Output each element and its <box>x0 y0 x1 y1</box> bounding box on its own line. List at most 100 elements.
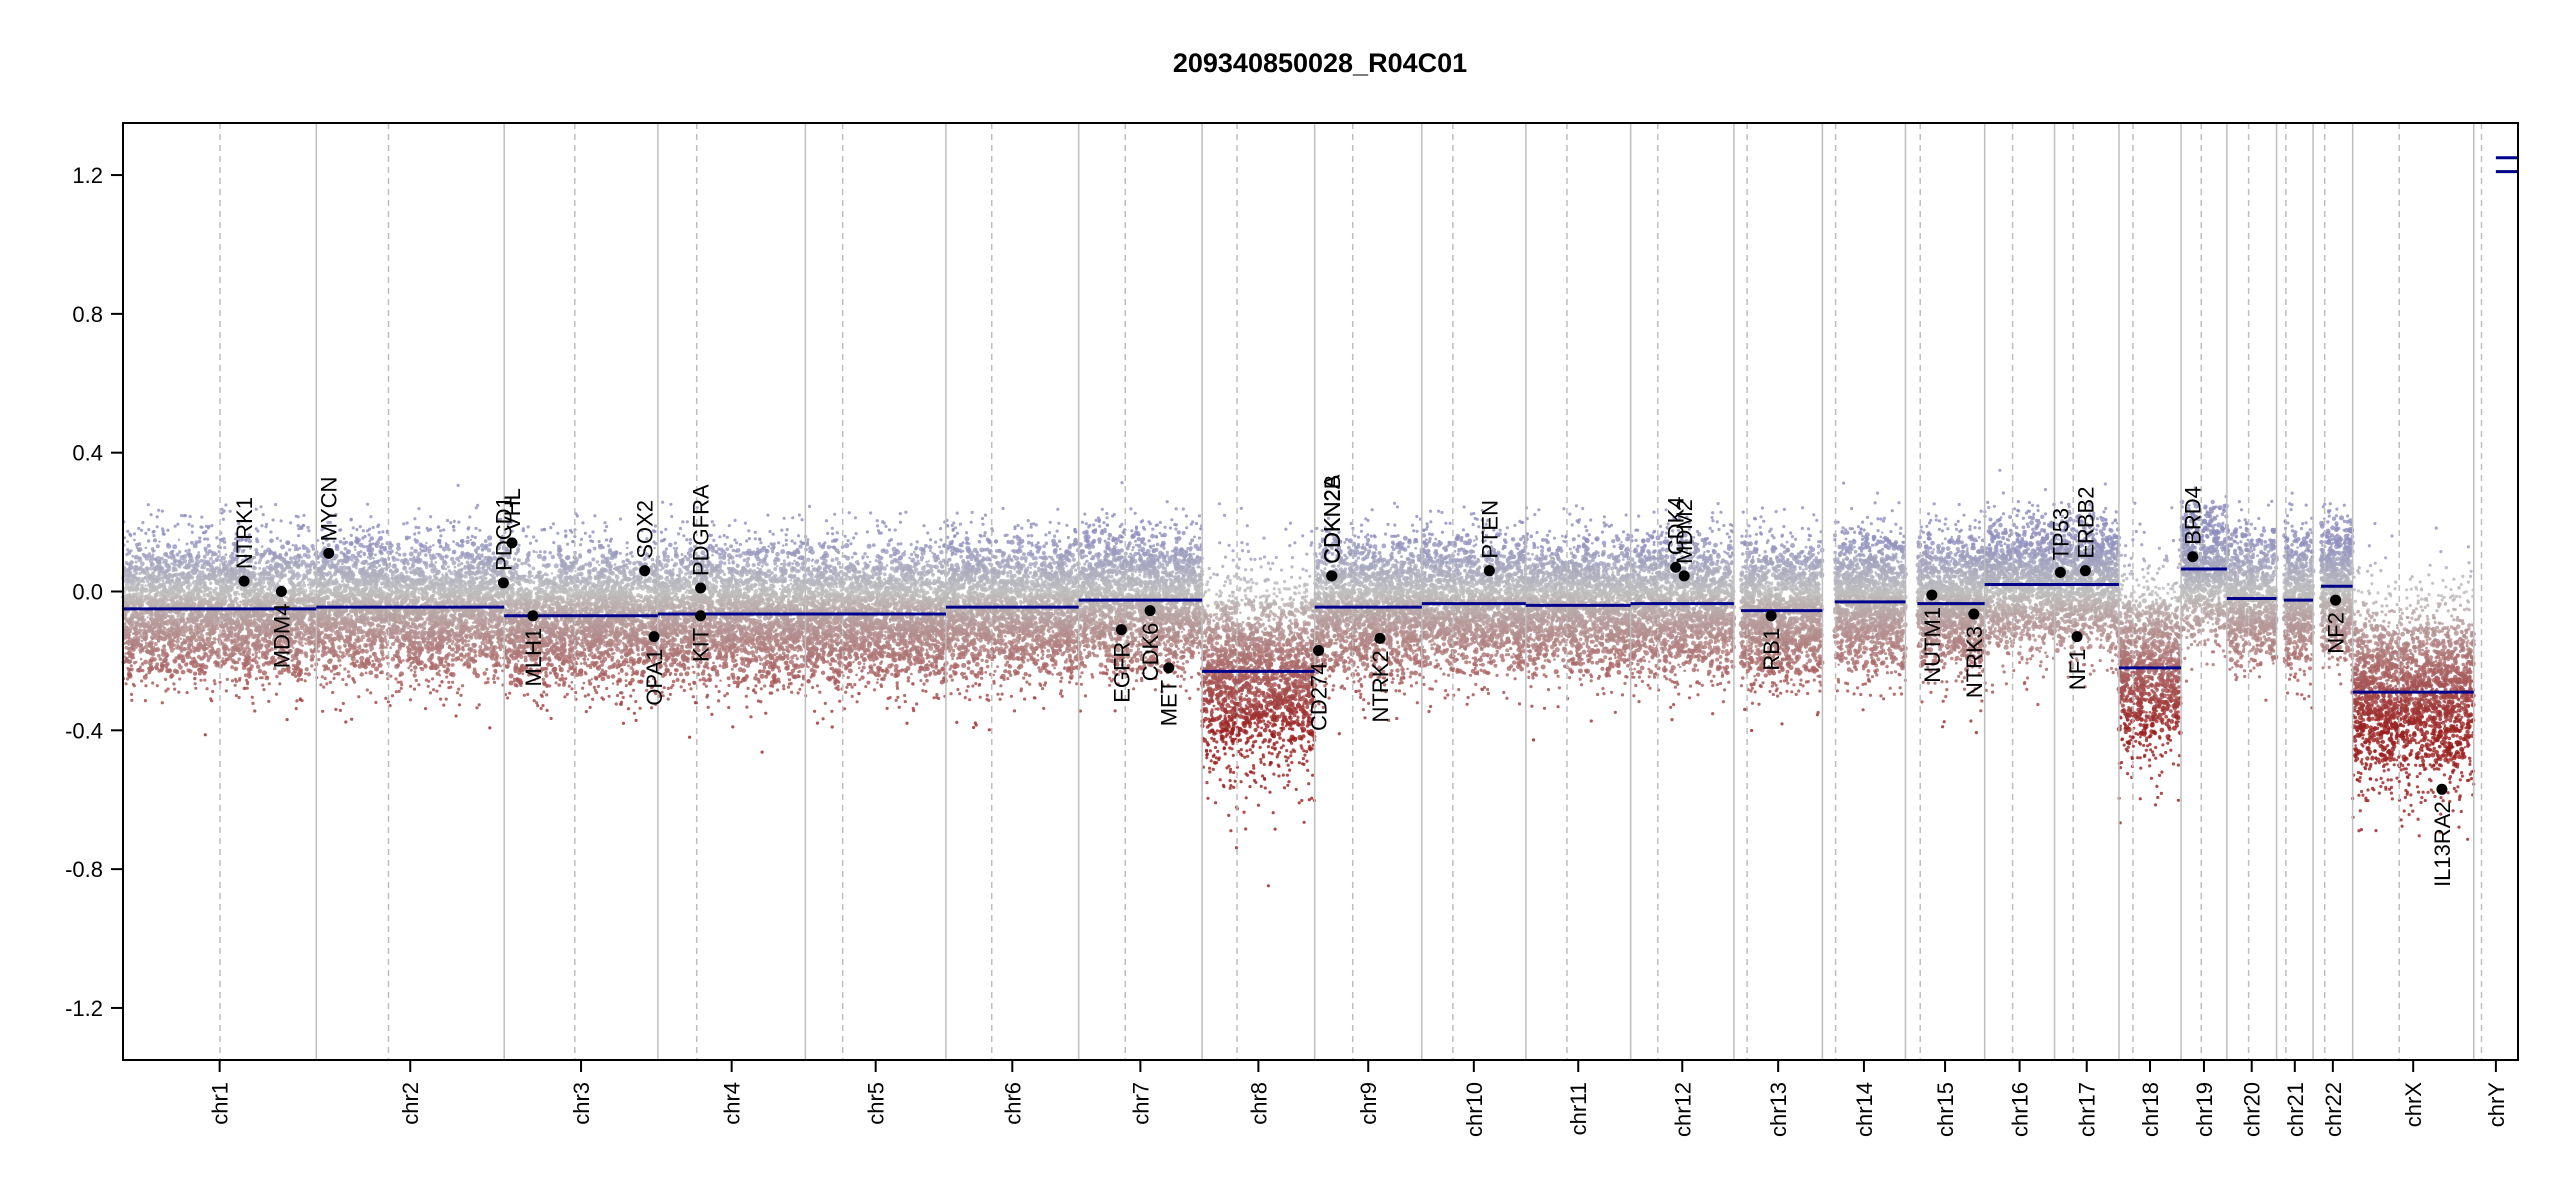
probe-point <box>307 672 311 676</box>
probe-point <box>153 538 157 542</box>
probe-point <box>211 554 214 557</box>
probe-point <box>308 564 312 568</box>
probe-point <box>234 667 239 672</box>
probe-point <box>236 602 239 605</box>
probe-point <box>312 547 315 550</box>
probe-point <box>251 696 254 699</box>
probe-point <box>141 521 144 524</box>
probe-point <box>190 635 193 638</box>
probe-point <box>140 529 143 532</box>
probe-point <box>193 677 196 680</box>
probe-point <box>162 660 165 663</box>
probe-point <box>252 582 256 586</box>
probe-point <box>140 679 143 682</box>
probe-point <box>159 657 163 661</box>
probe-point <box>165 662 169 666</box>
probe-point <box>146 554 148 556</box>
probe-point <box>198 540 202 544</box>
probe-point <box>269 539 274 544</box>
probe-points-layer <box>121 469 2476 888</box>
probe-point <box>286 596 288 598</box>
probe-point <box>141 640 144 643</box>
probe-point <box>130 664 133 667</box>
probe-point <box>266 588 269 591</box>
probe-point <box>184 550 187 553</box>
probe-point <box>305 667 309 671</box>
probe-point <box>299 697 302 700</box>
probe-point <box>310 664 313 667</box>
probe-point <box>206 538 209 541</box>
probe-point <box>275 693 278 696</box>
probe-point <box>173 603 177 607</box>
probe-point <box>206 647 209 650</box>
probe-point <box>131 555 134 558</box>
probe-point <box>234 629 237 632</box>
probe-point <box>258 561 261 564</box>
probe-point <box>194 682 197 685</box>
probe-point <box>147 528 150 531</box>
probe-point <box>215 663 220 668</box>
probe-point <box>156 525 159 528</box>
probe-point <box>150 563 153 566</box>
probe-point <box>211 560 215 564</box>
probe-point <box>307 526 310 529</box>
probe-point <box>304 679 307 682</box>
probe-point <box>288 562 291 565</box>
probe-point <box>229 582 232 585</box>
probe-point <box>302 514 305 517</box>
probe-point <box>172 554 175 557</box>
probe-point <box>214 587 218 591</box>
probe-point <box>181 642 184 645</box>
probe-point <box>297 524 300 527</box>
probe-point <box>133 532 136 535</box>
probe-point <box>253 647 257 651</box>
probe-point <box>225 553 228 556</box>
probe-point <box>309 640 313 644</box>
probe-point <box>129 534 132 537</box>
probe-point <box>231 679 234 682</box>
probe-point <box>285 551 288 554</box>
probe-point <box>154 642 158 646</box>
probe-point <box>174 573 179 578</box>
probe-point <box>215 559 218 562</box>
probe-point <box>198 536 201 539</box>
probe-point <box>261 545 264 548</box>
probe-point <box>304 672 307 675</box>
probe-point <box>156 684 159 687</box>
probe-point <box>233 626 236 629</box>
probe-point <box>183 647 186 650</box>
probe-point <box>301 560 306 565</box>
probe-point <box>164 678 167 681</box>
probe-point <box>135 561 138 564</box>
probe-point <box>135 543 139 547</box>
probe-point <box>203 537 206 540</box>
probe-point <box>311 584 314 587</box>
probe-point <box>260 585 264 589</box>
probe-point <box>262 619 265 622</box>
probe-point <box>158 583 162 587</box>
probe-point <box>161 510 164 513</box>
probe-point <box>188 643 191 646</box>
probe-point <box>187 549 191 553</box>
probe-point <box>213 682 216 685</box>
probe-point <box>148 589 152 593</box>
probe-point <box>211 690 214 693</box>
probe-point <box>132 632 135 635</box>
probe-point <box>295 515 298 518</box>
probe-point <box>200 516 203 519</box>
probe-point <box>166 543 169 546</box>
probe-point <box>277 555 281 559</box>
probe-point <box>300 527 303 530</box>
probe-point <box>278 579 281 582</box>
probe-point <box>275 570 279 574</box>
probe-point <box>209 697 212 700</box>
probe-point <box>172 544 177 549</box>
probe-point <box>275 675 279 679</box>
probe-point <box>180 555 185 560</box>
probe-point <box>149 616 154 621</box>
probe-point <box>189 650 193 654</box>
probe-point <box>245 626 250 631</box>
probe-point <box>242 600 244 602</box>
probe-point <box>307 584 310 587</box>
probe-point <box>264 644 268 648</box>
